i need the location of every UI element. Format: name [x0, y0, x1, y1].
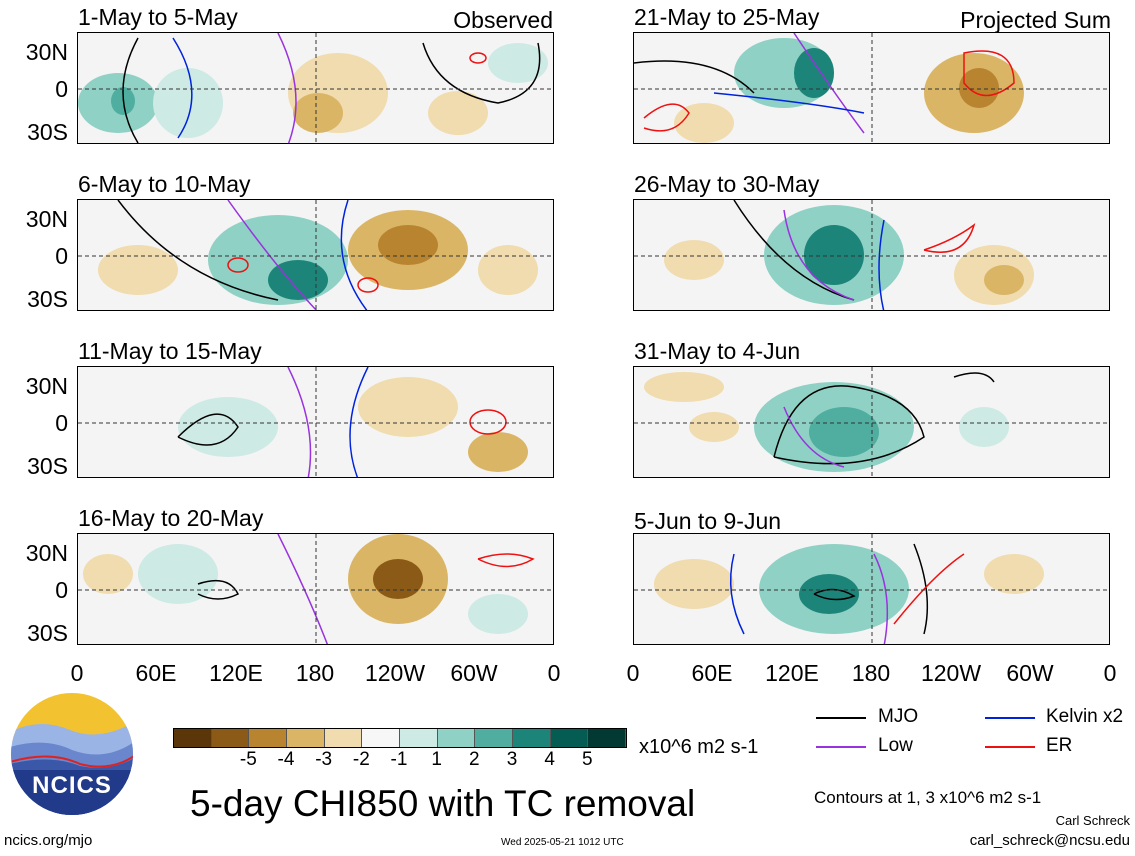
map-panel	[633, 533, 1110, 645]
colorbar-label: 3	[506, 749, 518, 770]
x-tick: 0	[70, 660, 84, 686]
colorbar-label: -4	[277, 749, 295, 770]
colorbar-swatch	[362, 729, 401, 747]
x-tick: 0	[1103, 660, 1117, 686]
x-tick: 60W	[450, 660, 498, 686]
colorbar-swatch	[174, 729, 212, 747]
colorbar-swatch	[400, 729, 438, 747]
colorbar-label: -3	[315, 749, 333, 770]
logo-text: NCICS	[32, 772, 112, 799]
logo-icon	[11, 693, 133, 815]
colorbar-swatch	[287, 729, 325, 747]
x-tick: 120W	[920, 660, 982, 686]
x-tick: 60E	[135, 660, 177, 686]
y-tick: 30S	[27, 286, 68, 312]
author: Carl Schreck	[1055, 813, 1130, 828]
panel-title: 11-May to 15-May	[78, 338, 262, 364]
panel-title: 26-May to 30-May	[634, 171, 820, 197]
map-field	[78, 200, 553, 310]
map-panel	[633, 366, 1110, 478]
panel-title: 6-May to 10-May	[78, 171, 251, 197]
legend-label: Kelvin x2	[1046, 706, 1124, 727]
panel-tag: Observed	[453, 7, 553, 33]
map-panel	[77, 366, 554, 478]
x-tick: 120E	[209, 660, 263, 686]
colorbar-strip	[173, 728, 627, 748]
colorbar-swatch	[550, 729, 589, 747]
x-tick: 180	[851, 660, 891, 686]
map-panel	[77, 533, 554, 645]
panel-title: 31-May to 4-Jun	[634, 338, 801, 364]
colorbar-swatch	[324, 729, 363, 747]
x-tick: 120W	[364, 660, 426, 686]
y-tick: 0	[55, 243, 68, 269]
colorbar-swatch	[437, 729, 476, 747]
legend-swatch	[985, 746, 1035, 748]
contour-note: Contours at 1, 3 x10^6 m2 s-1	[814, 788, 1042, 807]
map-field	[634, 200, 1109, 310]
x-tick: 0	[626, 660, 640, 686]
map-field	[78, 534, 553, 644]
y-tick: 0	[55, 577, 68, 603]
legend-swatch	[816, 717, 866, 719]
colorbar-label: -1	[390, 749, 408, 770]
map-field	[634, 33, 1109, 143]
y-tick: 30N	[25, 206, 68, 232]
website-link[interactable]: ncics.org/mjo	[4, 832, 93, 849]
main-title: 5-day CHI850 with TC removal	[190, 783, 696, 824]
map-panel	[77, 32, 554, 144]
legend-swatch	[816, 746, 866, 748]
map-field	[634, 367, 1109, 477]
y-tick: 30N	[25, 373, 68, 399]
y-tick: 0	[55, 410, 68, 436]
y-tick: 0	[55, 76, 68, 102]
panel-title: 5-Jun to 9-Jun	[634, 508, 782, 534]
map-field	[634, 534, 1109, 644]
y-tick: 30S	[27, 119, 68, 145]
colorbar-label: 2	[469, 749, 480, 770]
panel-title: 16-May to 20-May	[78, 505, 264, 531]
email-link[interactable]: carl_schreck@ncsu.edu	[969, 832, 1130, 849]
panel-title: 21-May to 25-May	[634, 4, 820, 30]
y-tick: 30S	[27, 620, 68, 646]
colorbar-label: 5	[582, 749, 593, 770]
colorbar-units: x10^6 m2 s-1	[639, 736, 759, 758]
y-tick: 30S	[27, 453, 68, 479]
timestamp: Wed 2025-05-21 1012 UTC	[501, 837, 624, 848]
x-tick: 120E	[765, 660, 819, 686]
colorbar-label: -2	[352, 749, 370, 770]
x-tick: 60W	[1006, 660, 1054, 686]
panel-title: 1-May to 5-May	[78, 4, 238, 30]
ncics-logo: NCICS	[10, 692, 134, 816]
panel-tag: Projected Sum	[960, 7, 1111, 33]
colorbar-swatch	[249, 729, 288, 747]
colorbar-label: 4	[544, 749, 555, 770]
map-panel	[633, 199, 1110, 311]
map-panel	[633, 32, 1110, 144]
map-field	[78, 33, 553, 143]
map-field	[78, 367, 553, 477]
y-tick: 30N	[25, 39, 68, 65]
x-tick: 60E	[691, 660, 733, 686]
colorbar-label: -5	[239, 749, 257, 770]
colorbar-label: 1	[431, 749, 442, 770]
legend-swatch	[985, 717, 1035, 719]
y-tick: 30N	[25, 540, 68, 566]
x-tick: 0	[547, 660, 561, 686]
legend-label: ER	[1046, 735, 1073, 756]
colorbar-swatch	[513, 729, 551, 747]
legend-label: MJO	[878, 706, 919, 727]
colorbar-swatch	[475, 729, 514, 747]
legend-label: Low	[878, 735, 913, 756]
colorbar-swatch	[588, 729, 627, 747]
map-panel	[77, 199, 554, 311]
colorbar-swatch	[211, 729, 250, 747]
x-tick: 180	[295, 660, 335, 686]
